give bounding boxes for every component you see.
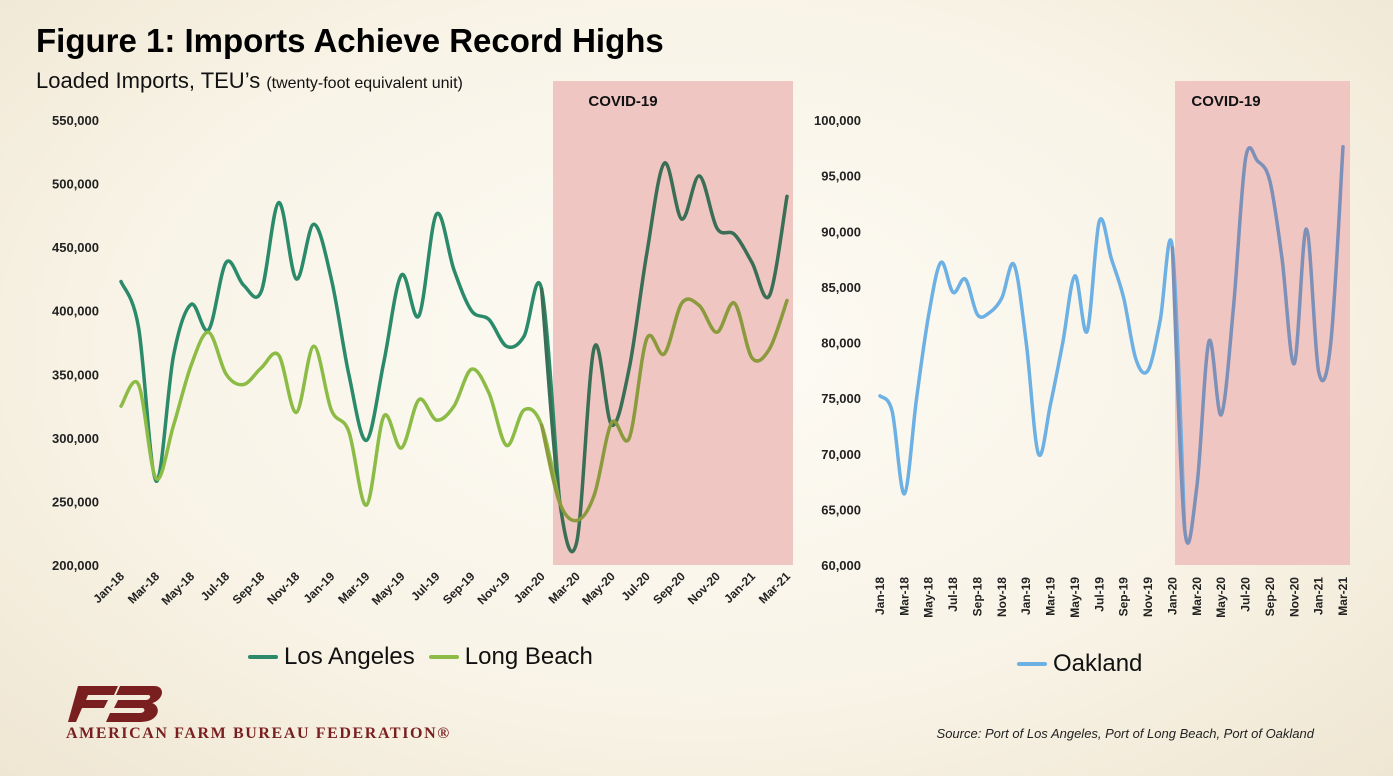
x-tick-label-la-lb: Jul-18 [198,569,233,604]
x-tick-label-oakland: Jan-21 [1312,577,1326,615]
covid-label-oakland: COVID-19 [1191,93,1260,110]
covid-label-la-lb: COVID-19 [588,93,657,110]
y-tick-label-la-lb: 500,000 [52,177,99,192]
x-tick-label-oakland: Jul-18 [946,577,960,612]
y-tick-label-oakland: 70,000 [821,447,861,462]
series-line-long-beach [119,330,561,507]
x-tick-label-la-lb: May-18 [159,569,198,608]
y-tick-label-la-lb: 300,000 [52,431,99,446]
x-tick-label-la-lb: Mar-21 [756,569,793,606]
x-tick-label-la-lb: Nov-20 [685,569,723,607]
x-tick-label-oakland: May-20 [1214,577,1228,618]
x-tick-label-la-lb: Nov-18 [264,569,302,607]
x-tick-label-oakland: Sep-19 [1117,577,1131,617]
x-tick-label-la-lb: Jul-19 [408,569,443,604]
x-tick-label-la-lb: Jan-21 [721,569,758,606]
x-tick-label-la-lb: Mar-20 [546,569,583,606]
legend-item-los-angeles: Los Angeles [248,643,415,671]
x-tick-label-oakland: Nov-20 [1287,577,1301,617]
series-line-los-angeles [119,200,561,500]
x-tick-label-oakland: Nov-18 [995,577,1009,617]
x-tick-label-la-lb: May-19 [369,569,408,608]
farm-bureau-logo [68,686,162,722]
subtitle-note: (twenty-foot equivalent unit) [266,75,463,92]
subtitle-main: Loaded Imports, TEU’s [36,68,261,93]
y-tick-label-la-lb: 450,000 [52,240,99,255]
y-tick-label-oakland: 100,000 [814,113,861,128]
series-line-oakland-covid [1170,144,1345,545]
legend-swatch-oakland [1017,662,1047,666]
x-tick-label-la-lb: Jul-20 [618,569,653,604]
x-tick-label-oakland: May-18 [922,577,936,618]
x-tick-label-oakland: Mar-19 [1044,577,1058,616]
y-tick-label-oakland: 75,000 [821,391,861,406]
x-tick-label-la-lb: Mar-18 [125,569,162,606]
legend-label-los-angeles: Los Angeles [284,643,415,670]
x-tick-label-la-lb: Nov-19 [475,569,513,607]
y-tick-label-oakland: 60,000 [821,558,861,573]
x-tick-label-oakland: May-19 [1068,577,1082,618]
series-line-oakland [878,217,1187,531]
x-tick-label-oakland: Mar-21 [1336,577,1350,616]
x-tick-label-oakland: Jul-19 [1092,577,1106,612]
x-tick-label-la-lb: Jan-20 [511,569,548,606]
x-tick-label-la-lb: Jan-18 [90,569,127,606]
x-tick-label-la-lb: Sep-20 [650,569,688,607]
figure-subtitle: Loaded Imports, TEU’s (twenty-foot equiv… [36,68,463,94]
series-line-los-angeles-covid [539,161,789,554]
source-note: Source: Port of Los Angeles, Port of Lon… [936,726,1314,741]
x-tick-label-la-lb: Mar-19 [335,569,372,606]
series-line-long-beach-covid [539,297,789,523]
y-tick-label-oakland: 80,000 [821,336,861,351]
x-tick-label-la-lb: May-20 [579,569,618,608]
figure-title: Figure 1: Imports Achieve Record Highs [36,22,664,59]
x-tick-label-oakland: Mar-20 [1190,577,1204,616]
x-tick-label-oakland: Jan-19 [1019,577,1033,615]
x-tick-label-oakland: Sep-20 [1263,577,1277,617]
legend-item-oakland: Oakland [1017,650,1142,678]
y-tick-label-la-lb: 200,000 [52,558,99,573]
legend-swatch-long-beach [428,655,459,659]
legend-right: Oakland [1017,650,1156,678]
x-tick-label-oakland: Jul-20 [1239,577,1253,612]
org-name: AMERICAN FARM BUREAU FEDERATION® [66,725,451,742]
y-tick-label-la-lb: 550,000 [52,113,99,128]
y-tick-label-oakland: 95,000 [821,169,861,184]
y-tick-label-oakland: 85,000 [821,280,861,295]
y-tick-label-la-lb: 400,000 [52,304,99,319]
y-tick-label-la-lb: 250,000 [52,494,99,509]
x-tick-label-la-lb: Sep-18 [230,569,268,607]
x-tick-label-oakland: Sep-18 [970,577,984,617]
legend-item-long-beach: Long Beach [428,643,593,671]
x-tick-label-oakland: Jan-20 [1165,577,1179,615]
legend-left: Los Angeles Long Beach [248,643,607,671]
x-tick-label-oakland: Jan-18 [873,577,887,615]
legend-label-long-beach: Long Beach [464,643,593,670]
y-tick-label-oakland: 65,000 [821,502,861,517]
x-tick-label-la-lb: Sep-19 [440,569,478,607]
legend-swatch-los-angeles [248,655,278,659]
x-tick-label-oakland: Nov-19 [1141,577,1155,617]
x-tick-label-la-lb: Jan-19 [301,569,338,606]
y-tick-label-oakland: 90,000 [821,224,861,239]
covid-region-oakland [1175,81,1350,565]
x-tick-label-oakland: Mar-18 [897,577,911,616]
legend-label-oakland: Oakland [1053,650,1143,677]
y-tick-label-la-lb: 350,000 [52,367,99,382]
